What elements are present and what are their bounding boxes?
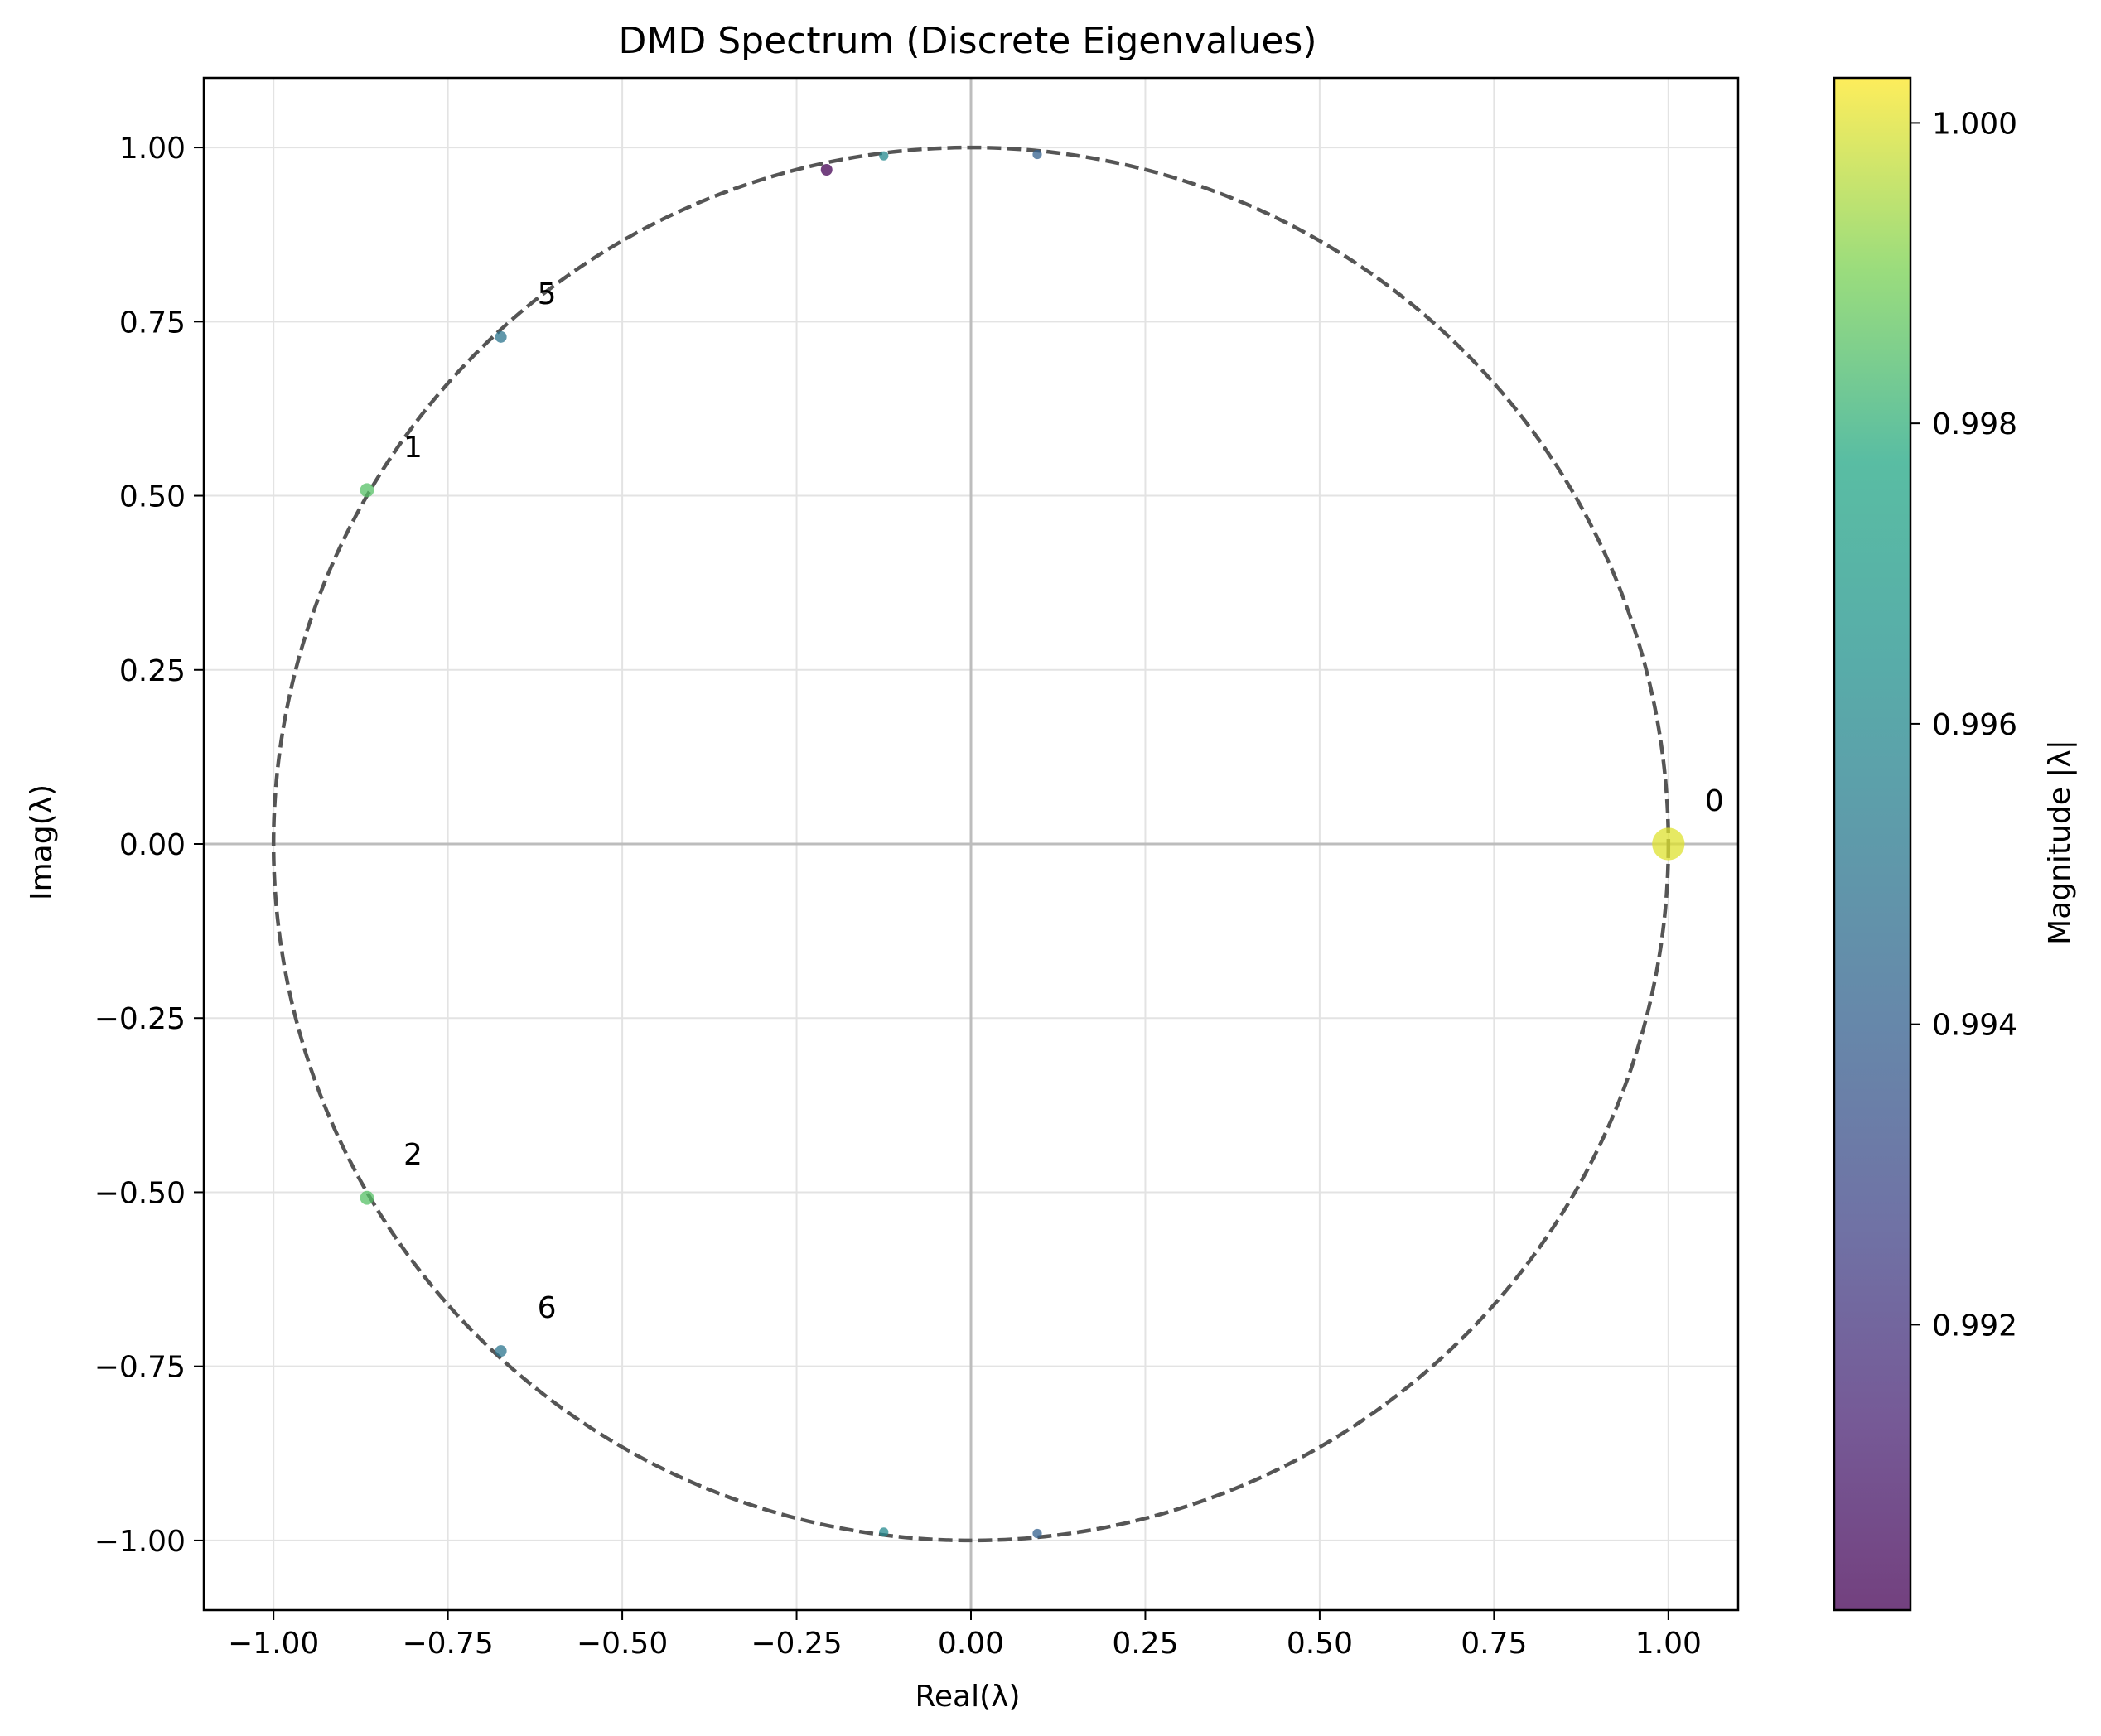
eigenvalue-point: [1032, 149, 1042, 160]
plot-area: 0 1 2 5 6 −1.00 −0.75 −0.50 −0.25 0.00 0.25 0.50 0.7…: [94, 76, 1740, 1661]
y-tick-label: −0.25: [94, 1002, 186, 1036]
x-tick-label: −0.50: [577, 1627, 668, 1661]
eigenvalue-point: [820, 164, 833, 176]
point-label: 2: [403, 1138, 423, 1172]
point-label: 5: [538, 277, 557, 311]
x-tick-label: 0.25: [1112, 1627, 1178, 1661]
y-tick-label: −0.75: [94, 1351, 186, 1385]
eigenvalue-point: [1032, 1528, 1042, 1539]
colorbar-tick-label: 0.998: [1932, 407, 2017, 441]
eigenvalue-point: [360, 483, 374, 498]
x-tick-label: −0.75: [402, 1627, 493, 1661]
x-axis-label: Real(λ): [915, 1680, 1020, 1714]
point-label: 0: [1705, 784, 1724, 818]
x-tick-label: −1.00: [228, 1627, 319, 1661]
eigenvalue-point: [360, 1190, 374, 1205]
x-tick-label: 0.00: [938, 1627, 1004, 1661]
colorbar-label: Magnitude |λ|: [2043, 740, 2077, 945]
eigenvalue-point: [879, 1527, 889, 1537]
y-tick-label: 0.75: [119, 306, 186, 340]
eigenvalue-point: [879, 151, 889, 161]
colorbar-fill: [1834, 78, 1910, 1610]
colorbar-tick-label: 1.000: [1932, 107, 2017, 141]
y-tick-label: 0.50: [119, 480, 186, 514]
y-tick-label: −0.50: [94, 1176, 186, 1210]
x-tick-label: 1.00: [1635, 1627, 1702, 1661]
y-tick-label: 1.00: [119, 132, 186, 166]
x-tick-label: −0.25: [751, 1627, 842, 1661]
y-tick-label: 0.00: [119, 828, 186, 862]
chart-title: DMD Spectrum (Discrete Eigenvalues): [619, 20, 1317, 62]
y-axis-label: Imag(λ): [25, 784, 59, 900]
colorbar: 1.000 0.998 0.996 0.994 0.992: [1833, 76, 2017, 1612]
x-tick-label: 0.75: [1461, 1627, 1527, 1661]
colorbar-tick-label: 0.996: [1932, 708, 2017, 742]
colorbar-frame: [1833, 76, 1912, 1612]
eigenvalue-point: [1652, 827, 1685, 861]
point-label: 1: [403, 431, 423, 465]
eigenvalue-point: [495, 330, 507, 343]
colorbar-tick-label: 0.994: [1932, 1009, 2017, 1043]
point-label: 6: [538, 1291, 557, 1325]
y-tick-label: 0.25: [119, 654, 186, 688]
eigenvalue-point: [495, 1345, 507, 1357]
y-tick-label: −1.00: [94, 1525, 186, 1559]
x-tick-label: 0.50: [1287, 1627, 1353, 1661]
colorbar-tick-label: 0.992: [1932, 1309, 2017, 1343]
